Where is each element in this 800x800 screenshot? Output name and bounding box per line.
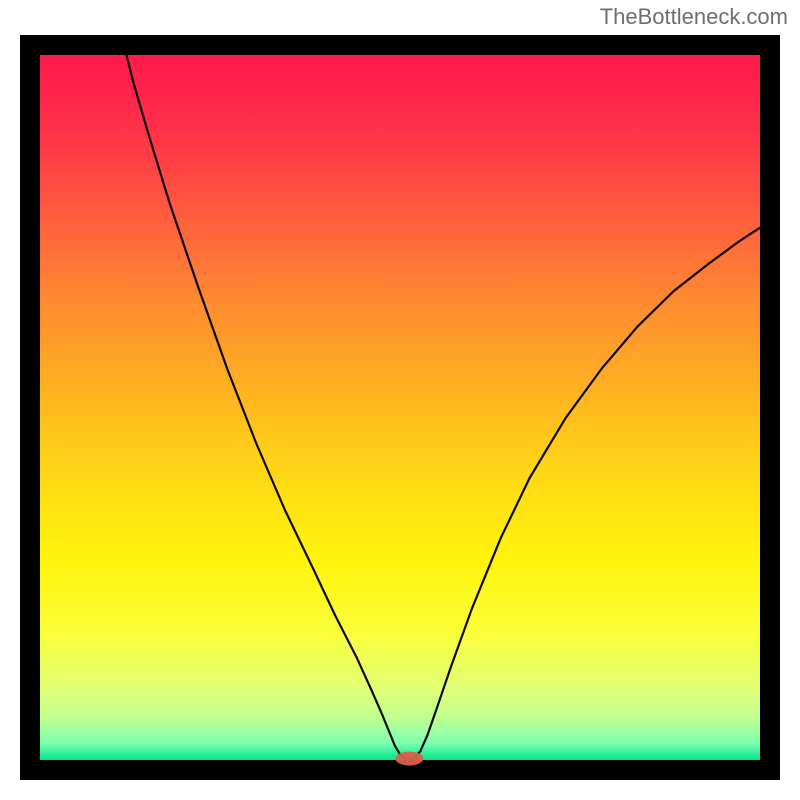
chart-background [40,55,760,760]
chart-container [0,0,800,800]
bottleneck-chart [0,0,800,800]
watermark-text: TheBottleneck.com [600,4,788,30]
optimal-point-marker [395,752,423,766]
